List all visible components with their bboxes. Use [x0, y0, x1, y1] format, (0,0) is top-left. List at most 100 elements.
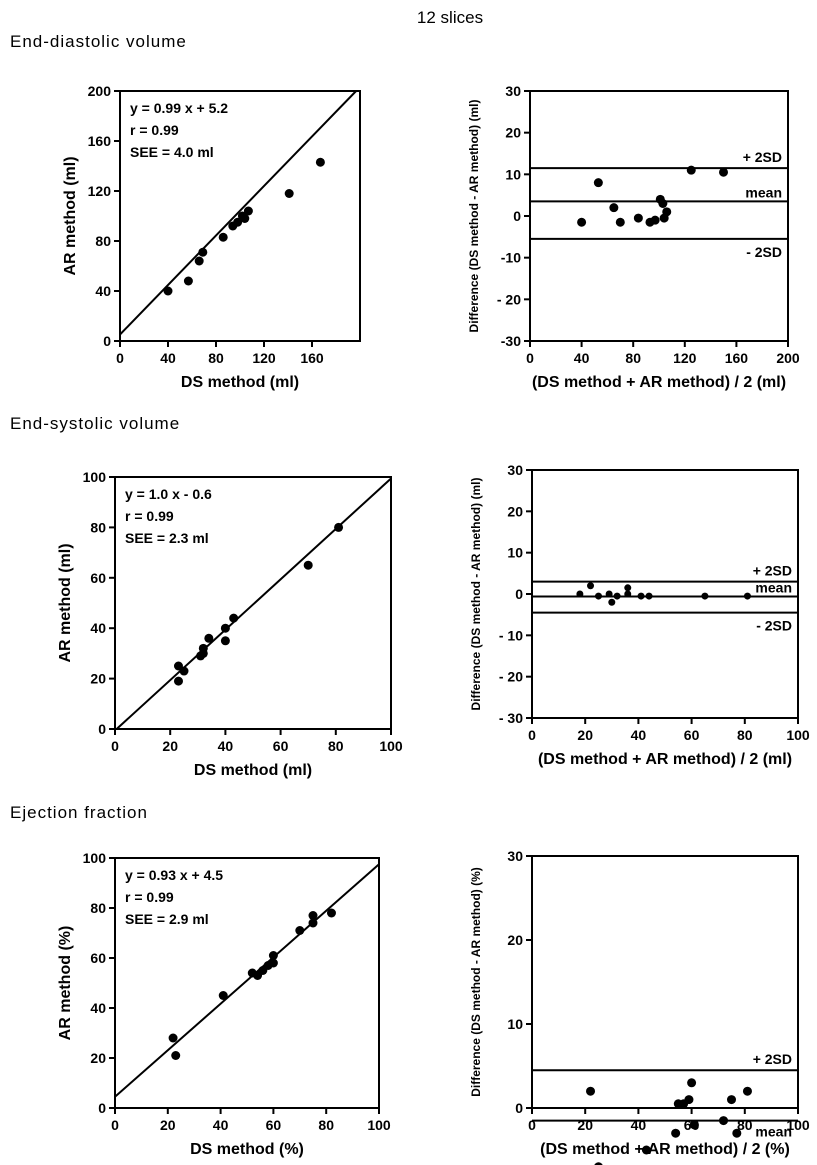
diastolic-bland-altman-x-tick-label: 120: [673, 350, 697, 366]
section-label-end-diastolic: End-diastolic volume: [10, 32, 187, 51]
systolic-correlation-data-point: [173, 676, 183, 686]
ef-correlation-x-tick-label: 40: [213, 1117, 229, 1133]
systolic-bland-altman-x-axis-label: (DS method + AR method) / 2 (ml): [538, 751, 792, 768]
diastolic-bland-altman-y-tick-label: 30: [505, 83, 521, 99]
diastolic-bland-altman-x-tick-label: 200: [776, 350, 800, 366]
ef-correlation-data-point: [218, 991, 228, 1000]
ef-correlation-annotation: r = 0.99: [125, 889, 174, 905]
diastolic-correlation-y-tick-label: 200: [88, 83, 112, 99]
diastolic-bland-altman-ref-line-label: + 2SD: [743, 149, 782, 165]
diastolic-bland-altman-data-point: [577, 217, 587, 227]
systolic-bland-altman-data-point: [608, 598, 616, 606]
diastolic-bland-altman-chart: 0 40 80 120 160 200 -30 - 20 -10 0 10 20 30 (DS metho…: [467, 83, 800, 391]
diastolic-correlation-data-point: [284, 189, 294, 198]
systolic-correlation-y-tick-label: 0: [98, 721, 106, 737]
systolic-bland-altman-data-point: [701, 592, 709, 600]
systolic-bland-altman-y-tick-label: - 20: [499, 669, 523, 685]
diastolic-bland-altman-y-tick-label: 0: [513, 208, 521, 224]
diastolic-bland-altman-y-axis-label: Difference (DS method - AR method) (ml): [467, 100, 481, 333]
diastolic-bland-altman-plot-frame: [529, 90, 789, 342]
diastolic-correlation-x-tick-label: 40: [160, 350, 176, 366]
ef-correlation-x-tick-label: 100: [367, 1117, 391, 1133]
systolic-bland-altman-ref-line-label: + 2SD: [753, 563, 792, 579]
diastolic-bland-altman-y-tick-label: 10: [505, 166, 521, 182]
ef-bland-altman-data-point: [732, 1128, 742, 1138]
diastolic-correlation-regression-line: [119, 90, 357, 336]
systolic-bland-altman-y-tick-label: 0: [515, 586, 523, 602]
systolic-bland-altman-x-tick-label: 40: [631, 727, 647, 743]
diastolic-correlation-data-point: [218, 232, 228, 242]
systolic-correlation-data-point: [334, 522, 344, 532]
ef-correlation-data-point: [326, 908, 336, 918]
ef-bland-altman-data-point: [684, 1095, 694, 1105]
systolic-correlation-plot-frame: [114, 476, 392, 730]
diastolic-bland-altman-x-tick-label: 160: [725, 350, 749, 366]
diastolic-correlation-data-point: [194, 256, 204, 266]
systolic-correlation-chart: 0 20 40 60 80 100 0 20 40 60 80 100 DS method (ml) AR…: [57, 469, 403, 779]
ef-bland-altman-ref-line-label: + 2SD: [753, 1051, 792, 1067]
ef-bland-altman-x-tick-label: 40: [631, 1117, 647, 1133]
diastolic-correlation-x-tick-label: 80: [208, 350, 224, 366]
section-label-end-systolic: End-systolic volume: [10, 414, 181, 433]
ef-bland-altman-data-point: [586, 1086, 596, 1096]
systolic-bland-altman-data-point: [624, 590, 632, 598]
diastolic-bland-altman-x-tick-label: 80: [625, 350, 641, 366]
diastolic-correlation-y-tick-label: 120: [88, 183, 112, 199]
systolic-bland-altman-y-tick-label: - 10: [499, 627, 523, 643]
systolic-correlation-x-tick-label: 100: [379, 738, 403, 754]
diastolic-correlation-x-tick-label: 160: [300, 350, 324, 366]
diastolic-bland-altman-ref-line-label: mean: [745, 184, 782, 200]
diastolic-correlation-annotation: y = 0.99 x + 5.2: [130, 100, 228, 116]
diastolic-bland-altman-y-tick-label: -10: [501, 250, 521, 266]
ef-correlation-data-point: [168, 1033, 178, 1043]
ef-correlation-x-tick-label: 20: [160, 1117, 176, 1133]
diastolic-correlation-x-tick-label: 120: [252, 350, 276, 366]
diastolic-correlation-y-tick-label: 40: [95, 283, 111, 299]
systolic-correlation-y-axis-label: AR method (ml): [57, 543, 74, 662]
diastolic-correlation-data-point: [240, 214, 250, 223]
ef-correlation-y-tick-label: 100: [83, 850, 107, 866]
systolic-bland-altman-ref-line-label: - 2SD: [756, 618, 792, 634]
ef-correlation-x-tick-label: 0: [111, 1117, 119, 1133]
systolic-bland-altman-y-tick-label: 20: [507, 503, 523, 519]
systolic-correlation-y-tick-label: 60: [90, 570, 106, 586]
ef-bland-altman-data-point: [671, 1128, 681, 1138]
ef-correlation-regression-line: [114, 863, 380, 1098]
diastolic-bland-altman-data-point: [593, 178, 603, 188]
ef-correlation-y-tick-label: 80: [90, 900, 106, 916]
diastolic-correlation-annotation: SEE = 4.0 ml: [130, 144, 214, 160]
systolic-correlation-x-axis-label: DS method (ml): [194, 762, 312, 779]
diastolic-correlation-data-point: [163, 286, 173, 296]
diastolic-bland-altman-data-point: [615, 217, 625, 227]
systolic-correlation-y-tick-label: 40: [90, 620, 106, 636]
ef-correlation-data-point: [171, 1051, 181, 1060]
ef-correlation-plot-frame: [114, 857, 380, 1109]
section-label-ejection-fraction: Ejection fraction: [10, 803, 148, 822]
systolic-bland-altman-y-axis-label: Difference (DS method - AR method) (ml): [469, 478, 483, 711]
systolic-bland-altman-data-point: [637, 592, 645, 600]
ef-correlation-data-point: [295, 926, 305, 935]
diastolic-bland-altman-x-axis-label: (DS method + AR method) / 2 (ml): [532, 374, 786, 391]
systolic-bland-altman-y-tick-label: 30: [507, 462, 523, 478]
diastolic-correlation-x-tick-label: 0: [116, 350, 124, 366]
systolic-correlation-x-tick-label: 40: [218, 738, 234, 754]
systolic-correlation-data-point: [220, 636, 230, 646]
ef-bland-altman-y-axis-label: Difference (DS method - AR method) (%): [469, 867, 483, 1097]
diastolic-correlation-data-point: [233, 217, 243, 227]
ef-correlation-y-tick-label: 60: [90, 950, 106, 966]
systolic-correlation-data-point: [303, 560, 313, 570]
ef-bland-altman-data-point: [687, 1078, 697, 1088]
ef-bland-altman-x-tick-label: 20: [577, 1117, 593, 1133]
ef-correlation-annotation: y = 0.93 x + 4.5: [125, 867, 223, 883]
diastolic-bland-altman-y-tick-label: -30: [501, 333, 521, 349]
ef-bland-altman-y-tick-label: 10: [507, 1016, 523, 1032]
ef-correlation-data-point: [308, 911, 318, 920]
systolic-bland-altman-data-point: [645, 592, 653, 600]
ef-bland-altman-data-point: [689, 1120, 699, 1130]
ef-correlation-y-tick-label: 20: [90, 1050, 106, 1066]
systolic-bland-altman-data-point: [587, 582, 595, 590]
systolic-bland-altman-data-point: [624, 584, 632, 592]
systolic-bland-altman-x-tick-label: 0: [528, 727, 536, 743]
systolic-bland-altman-x-tick-label: 60: [684, 727, 700, 743]
ef-bland-altman-data-point: [719, 1116, 729, 1126]
